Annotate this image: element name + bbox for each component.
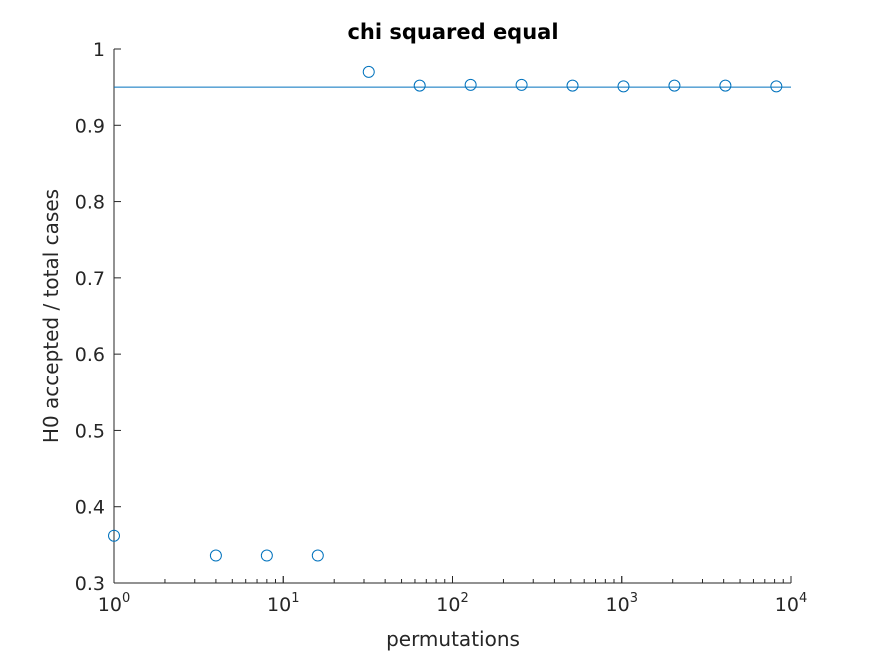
x-tick-label: 103 [606,591,638,616]
y-tick-label: 0.5 [75,420,105,442]
data-point [260,549,273,562]
data-point [464,78,477,91]
x-axis-label: permutations [386,627,520,651]
x-tick-label: 101 [267,591,299,616]
data-point [719,79,732,92]
x-tick-label: 102 [436,591,468,616]
chart-title: chi squared equal [347,20,558,44]
y-tick-label: 1 [93,39,105,61]
data-point [413,79,426,92]
data-point [668,79,681,92]
y-tick-label: 0.7 [75,268,105,290]
y-axis-label: H0 accepted / total cases [39,189,63,443]
data-point [617,80,630,93]
x-tick-label: 100 [98,591,130,616]
y-tick-label: 0.9 [75,115,105,137]
data-point [566,79,579,92]
data-point [108,529,120,542]
data-point [770,80,783,93]
data-point [362,65,375,78]
axes: 0.3 0.4 0.5 0.6 0.7 0.8 0.9 1 100 101 102 103 104 [75,39,807,616]
y-tick-label: 0.8 [75,192,105,214]
x-tick-label: 104 [775,591,807,616]
y-tick-label: 0.4 [75,497,105,519]
y-tick-label: 0.3 [75,573,105,595]
data-point [209,549,222,562]
data-point [311,549,324,562]
data-points [108,65,783,562]
data-point [515,78,528,91]
y-tick-label: 0.6 [75,344,105,366]
